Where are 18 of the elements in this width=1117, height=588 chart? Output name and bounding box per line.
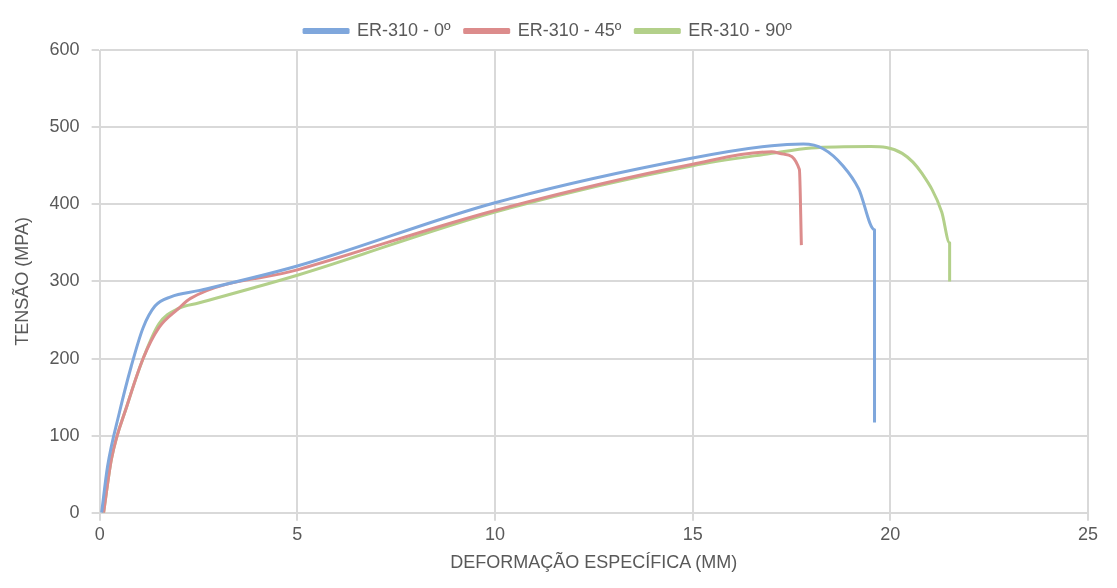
x-tick-label: 10: [484, 523, 505, 544]
legend-label: ER-310 - 0º: [357, 19, 452, 40]
y-tick-label: 200: [49, 347, 80, 368]
x-axis-title: DEFORMAÇÃO ESPECÍFICA (MM): [450, 551, 738, 573]
x-tick-label: 0: [94, 523, 105, 544]
x-tick-label: 25: [1077, 523, 1099, 544]
y-tick-label: 400: [49, 193, 80, 214]
y-tick-label: 0: [69, 501, 80, 522]
x-tick-label: 20: [880, 523, 901, 544]
y-tick-label: 100: [49, 424, 80, 445]
y-axis-title: TENSÃO (MPA): [10, 217, 32, 346]
x-tick-label: 15: [682, 523, 703, 544]
y-tick-label: 600: [49, 38, 80, 59]
y-tick-label: 300: [49, 270, 80, 291]
legend-label: ER-310 - 90º: [688, 19, 793, 40]
x-tick-label: 5: [292, 523, 303, 544]
legend-label: ER-310 - 45º: [517, 19, 622, 40]
y-tick-label: 500: [49, 116, 80, 137]
